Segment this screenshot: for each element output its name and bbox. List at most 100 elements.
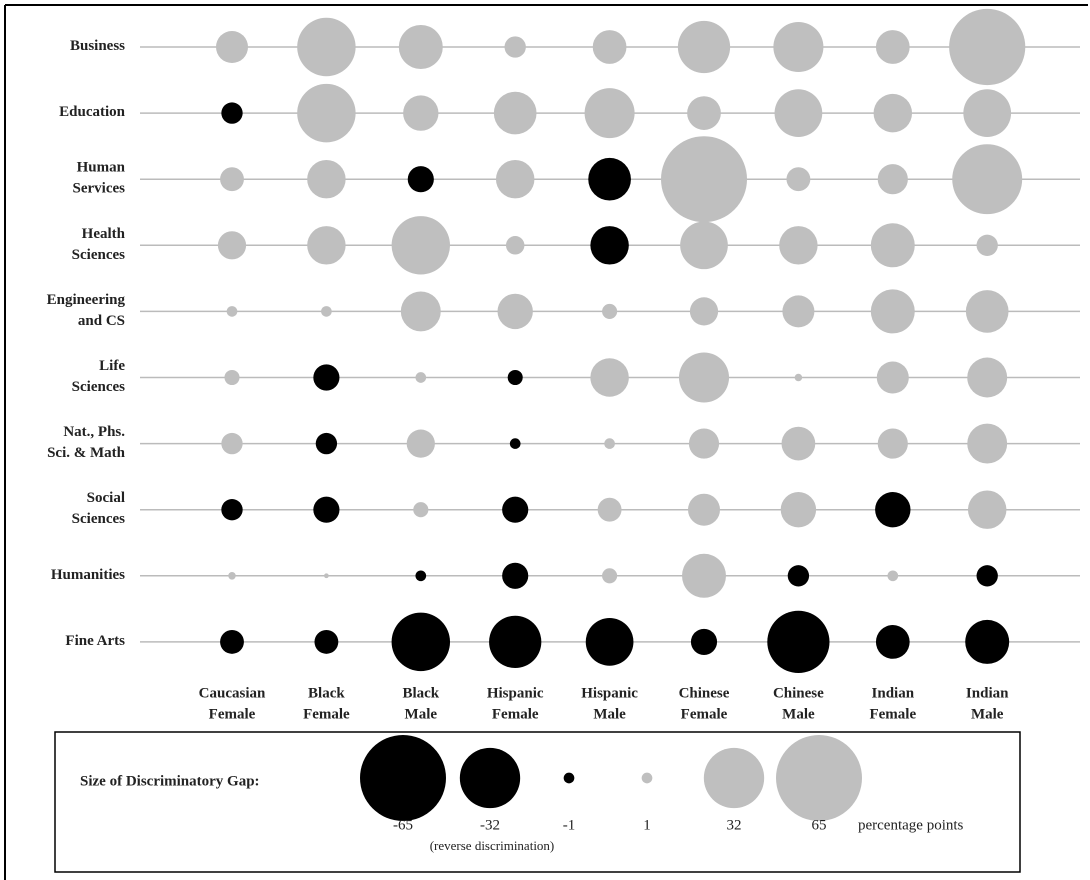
bubble [870, 289, 915, 334]
bubble [875, 625, 910, 659]
legend-value: 1 [643, 817, 651, 833]
row-label-line: Sci. & Math [47, 446, 126, 462]
column-label-line: Female [681, 707, 728, 723]
bubble [220, 629, 244, 654]
bubble [870, 223, 915, 268]
column-label-line: Female [492, 707, 539, 723]
legend-bubble [563, 772, 575, 784]
legend-bubble [459, 747, 521, 809]
bubble [887, 570, 899, 582]
column-label: Hispanic Female [487, 686, 544, 723]
row-label-line: Sciences [72, 512, 125, 528]
bubble [976, 565, 998, 587]
row-label-line: Education [59, 105, 126, 121]
bubble [597, 497, 622, 522]
row-label-line: Fine Arts [65, 633, 125, 649]
row-label: Humanities [51, 567, 125, 583]
row-label: Nat., Phs. Sci. & Math [47, 425, 126, 462]
column-label-line: Chinese [679, 686, 730, 702]
legend-note: (reverse discrimination) [430, 838, 555, 853]
column-label: Hispanic Male [581, 686, 638, 723]
bubble [585, 618, 634, 666]
bubble [315, 432, 338, 455]
bubble [590, 226, 629, 265]
bubble [604, 438, 615, 449]
bubble [965, 290, 1009, 333]
bubble [220, 167, 244, 192]
bubble [873, 93, 913, 133]
bubble [952, 144, 1023, 215]
bubble [767, 610, 830, 673]
row-label: Health Sciences [72, 226, 126, 263]
bubble [297, 83, 356, 143]
column-label-line: Male [593, 707, 626, 723]
bubble [504, 36, 526, 58]
bubble [687, 493, 721, 526]
bubble [773, 21, 824, 73]
column-label: Indian Female [869, 686, 916, 723]
bubble [413, 502, 429, 518]
bubble [509, 438, 521, 449]
row-label-line: Health [82, 226, 126, 242]
bubble [493, 91, 537, 135]
row-label-line: and CS [78, 313, 125, 329]
column-label-line: Male [405, 707, 438, 723]
bubble [976, 234, 998, 256]
bubble [403, 95, 439, 131]
bubble [781, 426, 816, 461]
legend-value: -65 [393, 817, 413, 833]
column-label: Black Male [402, 686, 439, 723]
row-label: Life Sciences [72, 358, 126, 395]
bubble [877, 428, 908, 459]
bubble [224, 369, 240, 386]
bubble [313, 496, 340, 523]
bubble [779, 226, 818, 265]
bubble [221, 499, 243, 521]
bubble [876, 361, 909, 394]
column-label-line: Female [303, 707, 350, 723]
row-label: Business [70, 38, 125, 54]
bubble [963, 89, 1012, 137]
legend-value: -32 [480, 817, 500, 833]
column-label-line: Male [782, 707, 815, 723]
bubble [787, 565, 810, 587]
row-label-line: Business [70, 38, 125, 54]
column-label-line: Hispanic [581, 686, 638, 702]
bubble [415, 570, 427, 582]
bubble [782, 295, 815, 328]
column-label-line: Female [209, 707, 256, 723]
bubble [588, 157, 631, 201]
bubble [592, 30, 627, 64]
column-label-line: Indian [872, 686, 915, 702]
column-label: Chinese Female [679, 686, 730, 723]
bubble [877, 164, 908, 195]
column-label-line: Indian [966, 686, 1009, 702]
bubble [677, 20, 731, 74]
bubble [967, 490, 1007, 529]
bubble [307, 226, 346, 265]
bubble [786, 167, 811, 192]
row-label-line: Social [87, 491, 125, 507]
bubble [324, 573, 329, 579]
bubble [217, 231, 247, 260]
bubble [794, 373, 803, 382]
row-label-line: Engineering [47, 292, 126, 308]
column-label-line: Caucasian [199, 686, 266, 702]
bubble [495, 159, 535, 199]
row-label: Engineering and CS [47, 292, 126, 329]
bubble [502, 562, 529, 589]
bubble [406, 429, 435, 458]
bubble [502, 496, 529, 523]
row-label-line: Human [77, 160, 126, 176]
row-label: Fine Arts [65, 633, 125, 649]
legend-title: Size of Discriminatory Gap: [80, 773, 260, 789]
bubble [307, 159, 346, 199]
column-label-line: Male [971, 707, 1004, 723]
bubble [584, 88, 635, 139]
legend-bubble [360, 735, 446, 821]
bubble [687, 96, 721, 130]
bubble [221, 432, 243, 455]
bubble [489, 615, 542, 669]
